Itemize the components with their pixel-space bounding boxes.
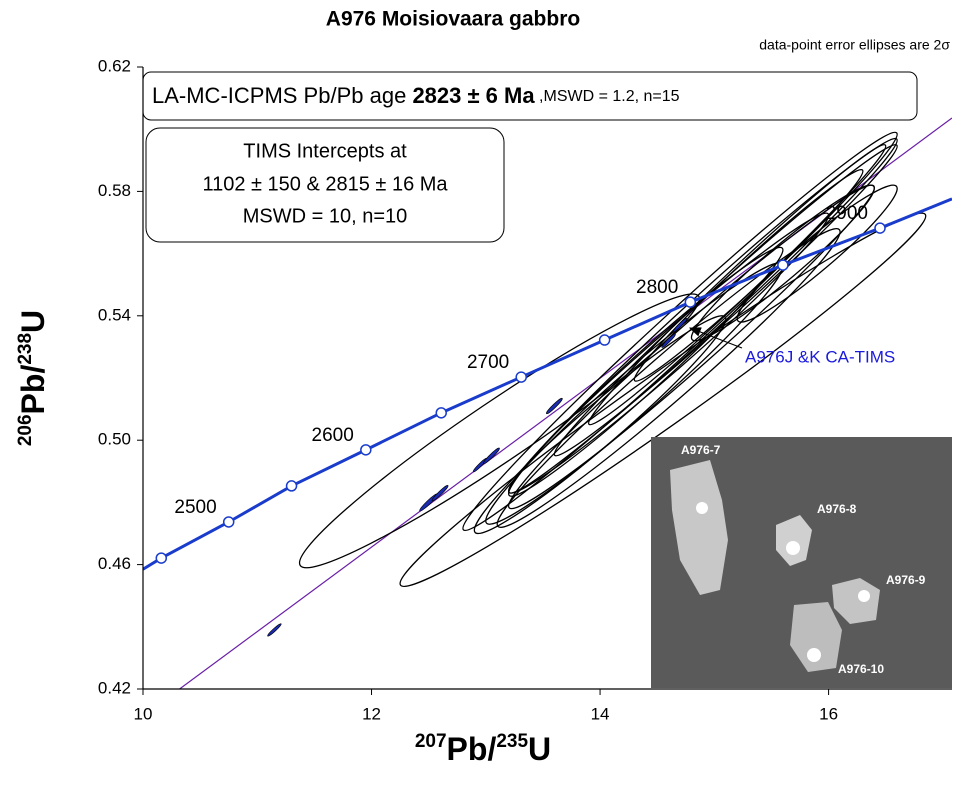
x-tick-label: 14 (591, 704, 610, 723)
y-tick-label: 0.58 (98, 181, 131, 200)
y-tick-label: 0.50 (98, 430, 131, 449)
age-label: 2800 (636, 277, 678, 298)
concordia-marker (435, 407, 447, 419)
la-ellipse (399, 212, 927, 588)
concordia-curve (143, 197, 952, 571)
y-axis-label: 206Pb/238U (15, 310, 51, 446)
la-ellipse (496, 228, 841, 528)
y-tick-label: 0.62 (98, 56, 131, 75)
tims-box-text: 1102 ± 150 & 2815 ± 16 Ma (202, 173, 448, 195)
y-tick-label: 0.54 (98, 305, 131, 324)
chart-title: A976 Moisiovaara gabbro (326, 8, 580, 31)
tims-ellipse (672, 317, 688, 333)
la-ellipse (298, 293, 701, 569)
la-ellipse (473, 315, 727, 535)
la-ellipse (507, 246, 784, 497)
x-tick-label: 12 (362, 704, 381, 723)
la-ellipse (462, 131, 898, 532)
age-label: 2600 (312, 425, 354, 446)
la-ellipse (553, 144, 898, 457)
concordia-marker (598, 334, 611, 346)
age-label: 2900 (826, 203, 868, 224)
x-axis-label: 207Pb/235U (415, 731, 551, 767)
tims-box-text: MSWD = 10, n=10 (243, 205, 408, 227)
inset-label: A976-7 (681, 443, 721, 457)
age-label: 2500 (174, 497, 216, 518)
inset-label: A976-8 (817, 502, 857, 516)
tims-ellipse (661, 333, 676, 348)
y-tick-label: 0.46 (98, 554, 131, 573)
concordia-marker (285, 480, 298, 492)
tims-ellipse (483, 447, 500, 464)
concordia-marker (515, 371, 527, 383)
la-ellipse (690, 184, 875, 342)
concordia-marker (360, 444, 372, 456)
la-ellipse (633, 168, 864, 382)
y-tick-label: 0.42 (98, 678, 131, 697)
x-tick-label: 10 (134, 704, 153, 723)
concordia-marker (155, 552, 168, 564)
x-tick-label: 16 (819, 704, 838, 723)
tims-ellipse (267, 623, 282, 637)
la-box-text: LA-MC-ICPMS Pb/Pb age 2823 ± 6 Ma ,MSWD … (152, 83, 680, 108)
concordia-marker (222, 516, 235, 528)
tims-ellipse (546, 397, 563, 415)
la-ellipse (736, 184, 898, 323)
annotation-arrow (688, 327, 743, 349)
note: data-point error ellipses are 2σ (759, 37, 950, 53)
inset-label: A976-9 (886, 573, 926, 587)
annotation: A976J &K CA-TIMS (745, 347, 895, 366)
concordia-marker (777, 259, 789, 271)
age-label: 2700 (467, 352, 509, 373)
tims-box-text: TIMS Intercepts at (243, 140, 407, 162)
inset-image: A976-7 A976-8 A976-9 A976-10 (651, 437, 952, 688)
tims-box (145, 127, 505, 243)
concordia-marker (874, 222, 886, 234)
inset-label: A976-10 (838, 662, 884, 676)
concordia-marker (684, 296, 697, 308)
tims-ellipse (431, 484, 449, 502)
plot-area: 2500 2600 2700 2800 2900 (143, 117, 952, 689)
